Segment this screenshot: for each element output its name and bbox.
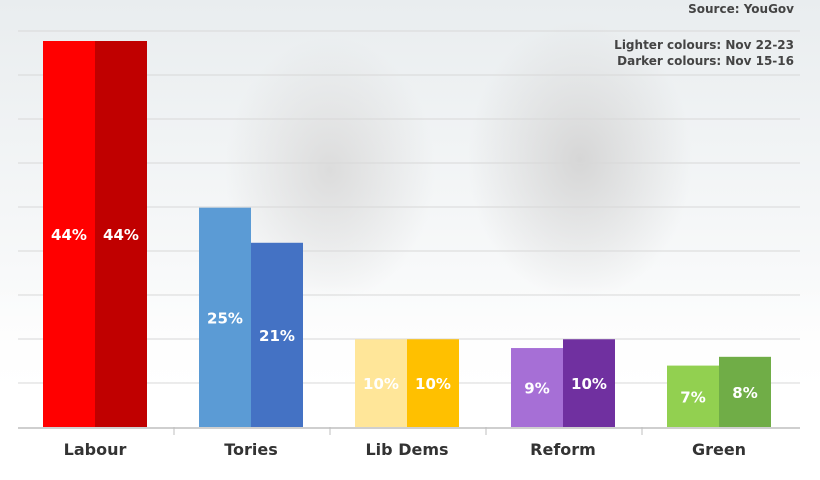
- data-label: 10%: [415, 375, 451, 393]
- data-label: 7%: [680, 388, 705, 406]
- bar-green-light: [667, 365, 719, 427]
- data-label: 9%: [524, 380, 549, 398]
- x-tick-label: Lib Dems: [365, 440, 448, 459]
- bar-tories-light: [199, 207, 251, 427]
- x-tick-label: Labour: [64, 440, 127, 459]
- data-label: 44%: [103, 226, 139, 244]
- bar-tories-dark: [251, 242, 303, 427]
- bar-green-dark: [719, 356, 771, 427]
- source-label: Source: YouGov: [688, 2, 794, 16]
- data-label: 10%: [571, 375, 607, 393]
- x-tick-label: Reform: [530, 440, 596, 459]
- legend-note-dark: Darker colours: Nov 15-16: [617, 54, 794, 68]
- bar-labour-light: [43, 41, 95, 427]
- bar-reform-light: [511, 348, 563, 427]
- data-label: 21%: [259, 327, 295, 345]
- x-tick-label: Tories: [224, 440, 278, 459]
- x-tick-label: Green: [692, 440, 746, 459]
- data-label: 10%: [363, 375, 399, 393]
- bar-lib-dems-light: [355, 339, 407, 427]
- bar-lib-dems-dark: [407, 339, 459, 427]
- bar-labour-dark: [95, 41, 147, 427]
- legend-note: Lighter colours: Nov 22-23 Darker colour…: [614, 37, 794, 69]
- bar-reform-dark: [563, 339, 615, 427]
- legend-note-light: Lighter colours: Nov 22-23: [614, 38, 794, 52]
- data-label: 25%: [207, 309, 243, 327]
- data-label: 8%: [732, 384, 757, 402]
- data-label: 44%: [51, 226, 87, 244]
